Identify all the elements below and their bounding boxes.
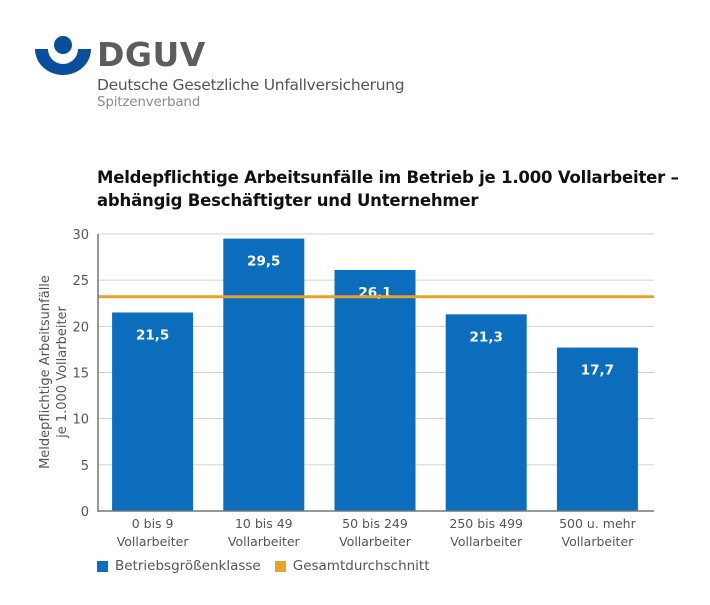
y-axis-label: Meldepflichtige Arbeitsunfälle je 1.000 V… bbox=[38, 275, 70, 469]
bar bbox=[445, 314, 527, 511]
legend-item-bars: Betriebsgrößenklasse bbox=[97, 558, 261, 574]
bar bbox=[223, 238, 305, 511]
x-tick-label: 0 bis 9 bbox=[132, 516, 174, 531]
bar bbox=[334, 270, 416, 511]
x-tick-label: 250 bis 499 bbox=[449, 516, 523, 531]
y-axis-label-line: je 1.000 Vollarbeiter bbox=[55, 305, 70, 438]
chart-title: Meldepflichtige Arbeitsunfälle im Betrie… bbox=[97, 166, 679, 212]
x-tick-label: Vollarbeiter bbox=[117, 534, 190, 549]
legend: Betriebsgrößenklasse Gesamtdurchschnitt bbox=[97, 558, 444, 574]
legend-label: Gesamtdurchschnitt bbox=[292, 558, 430, 574]
suborganization-name: Spitzenverband bbox=[97, 94, 201, 110]
y-tick-label: 5 bbox=[81, 459, 89, 474]
x-tick-label: 10 bis 49 bbox=[235, 516, 293, 531]
bar-value-label: 17,7 bbox=[581, 363, 614, 379]
bar-value-label: 29,5 bbox=[247, 254, 280, 270]
legend-label: Betriebsgrößenklasse bbox=[115, 558, 261, 574]
y-tick-label: 25 bbox=[72, 274, 89, 289]
x-tick-label: Vollarbeiter bbox=[561, 534, 634, 549]
chart-title-line: abhängig Beschäftigter und Unternehmer bbox=[97, 191, 479, 210]
y-axis-label-line: Meldepflichtige Arbeitsunfälle bbox=[38, 275, 53, 469]
dguv-logo-icon bbox=[35, 36, 91, 75]
legend-swatch-bar bbox=[97, 560, 108, 572]
x-tick-label: 500 u. mehr bbox=[559, 516, 636, 531]
y-tick-label: 30 bbox=[72, 228, 89, 243]
chart-title-line: Meldepflichtige Arbeitsunfälle im Betrie… bbox=[97, 168, 679, 187]
x-tick-label: Vollarbeiter bbox=[228, 534, 301, 549]
bar bbox=[112, 312, 194, 511]
y-tick-label: 0 bbox=[81, 505, 89, 520]
x-tick-label: Vollarbeiter bbox=[339, 534, 412, 549]
y-tick-label: 10 bbox=[72, 413, 89, 428]
legend-item-average: Gesamtdurchschnitt bbox=[274, 558, 430, 574]
brand-name: DGUV bbox=[97, 35, 206, 74]
bar-value-label: 21,5 bbox=[136, 327, 169, 343]
y-tick-label: 15 bbox=[72, 367, 89, 382]
bar-value-label: 26,1 bbox=[358, 285, 391, 301]
bar bbox=[556, 347, 638, 511]
x-tick-label: 50 bis 249 bbox=[342, 516, 408, 531]
x-tick-label: Vollarbeiter bbox=[450, 534, 523, 549]
y-tick-label: 20 bbox=[72, 320, 89, 335]
legend-swatch-average bbox=[274, 560, 286, 572]
organization-name: Deutsche Gesetzliche Unfallversicherung bbox=[97, 76, 405, 94]
bar-value-label: 21,3 bbox=[470, 329, 503, 345]
